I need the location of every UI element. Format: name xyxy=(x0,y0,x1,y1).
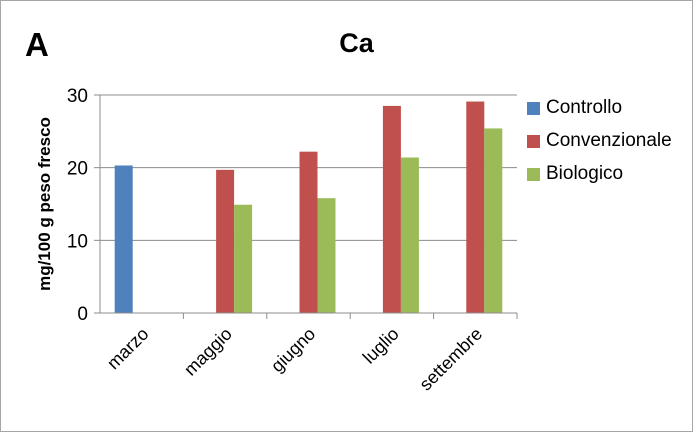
legend-item-convenzionale: Convenzionale xyxy=(527,130,672,151)
axes xyxy=(94,94,518,319)
y-axis-title: mg/100 g peso fresco xyxy=(35,117,54,291)
legend-label: Biologico xyxy=(546,163,624,184)
x-tick-label-maggio: maggio xyxy=(180,324,236,380)
bar-convenzionale-luglio xyxy=(382,105,401,314)
bar-convenzionale-settembre xyxy=(466,101,485,313)
legend-item-biologico: Biologico xyxy=(527,163,624,184)
legend-swatch xyxy=(527,167,540,181)
y-tick-label: 20 xyxy=(67,159,88,180)
legend-swatch xyxy=(527,101,540,115)
y-tick-label: 0 xyxy=(77,304,88,325)
y-tick-label: 30 xyxy=(67,86,88,107)
bars xyxy=(114,101,503,314)
legend-label: Convenzionale xyxy=(546,130,672,151)
bar-biologico-settembre xyxy=(484,128,503,313)
chart-title: Ca xyxy=(339,28,374,58)
bar-biologico-giugno xyxy=(317,198,336,313)
legend-label: Controllo xyxy=(546,97,623,118)
legend-item-controllo: Controllo xyxy=(527,97,623,118)
bar-biologico-maggio xyxy=(234,204,253,313)
legend-swatch xyxy=(527,134,540,148)
bar-biologico-luglio xyxy=(400,157,419,313)
y-tick-label: 10 xyxy=(67,231,88,252)
bar-convenzionale-giugno xyxy=(299,151,318,313)
bar-controllo-marzo xyxy=(114,165,133,313)
x-tick-label-giugno: giugno xyxy=(267,324,319,376)
x-tick-label-settembre: settembre xyxy=(415,324,486,395)
x-tick-label-marzo: marzo xyxy=(103,324,153,374)
panel-letter: A xyxy=(25,26,49,63)
x-tick-label-luglio: luglio xyxy=(359,324,403,368)
bar-convenzionale-maggio xyxy=(216,169,235,313)
